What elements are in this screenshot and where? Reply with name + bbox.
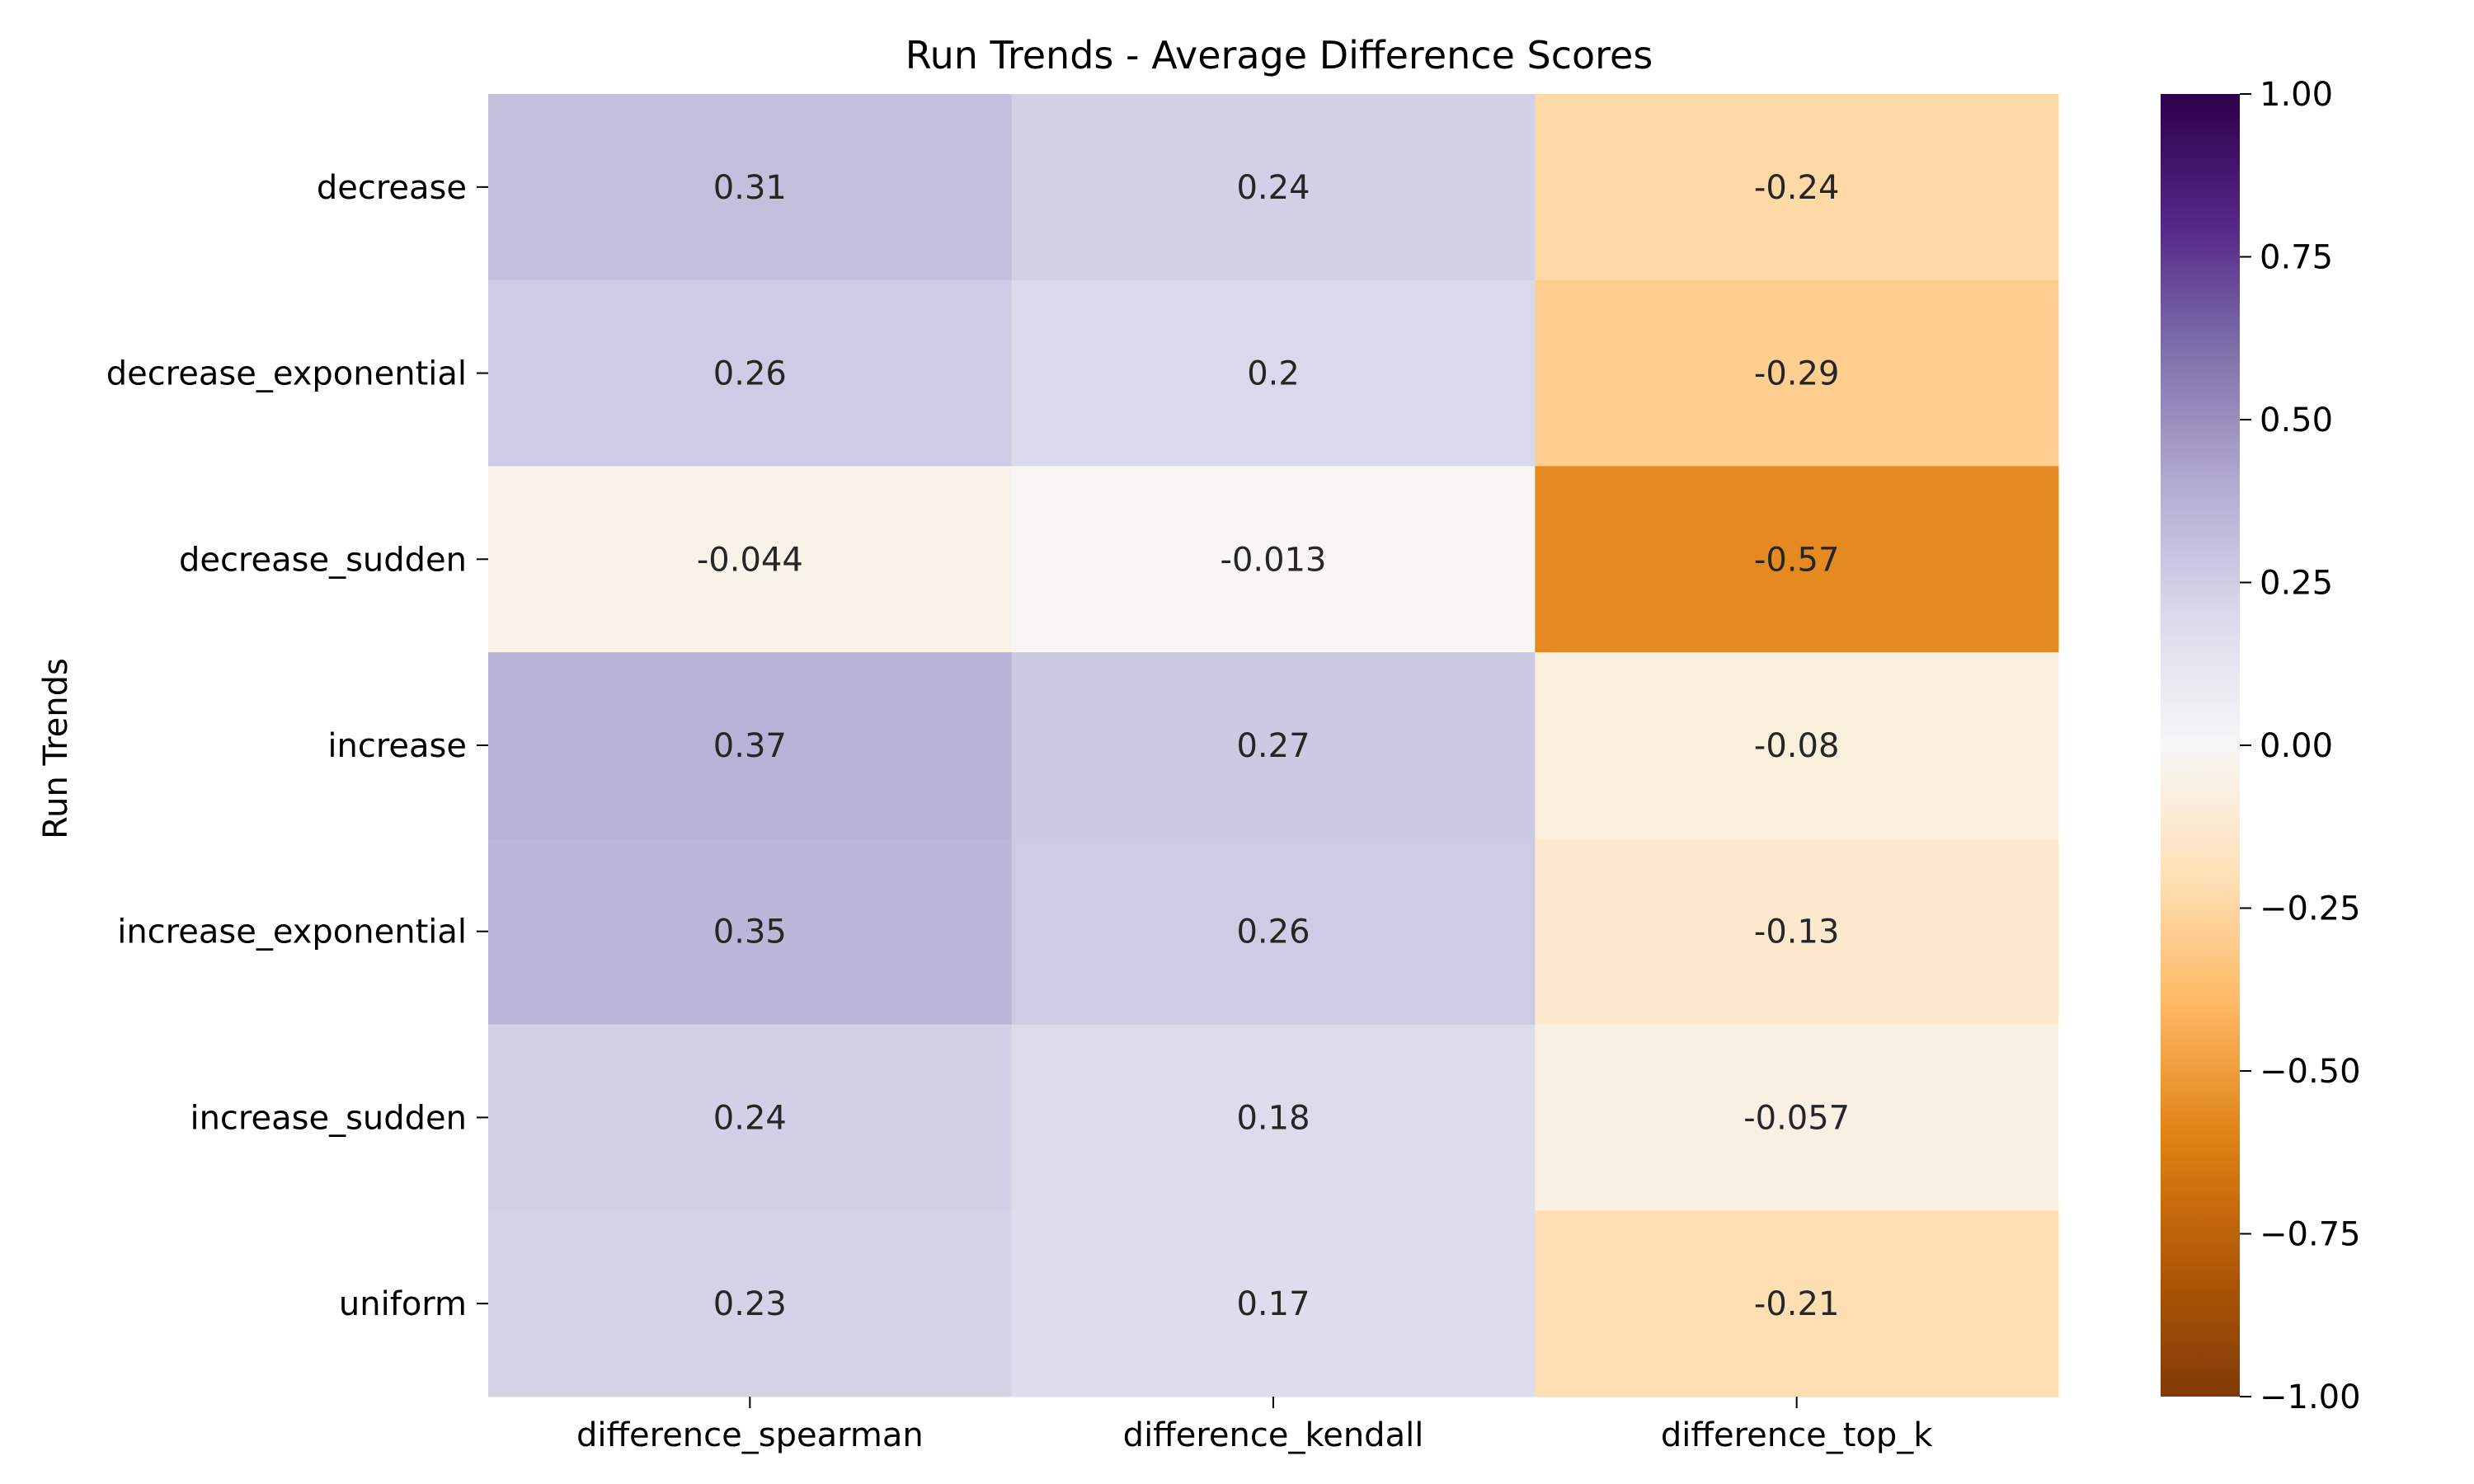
heatmap-cell [488,466,1013,653]
cell-value-label: -0.044 [697,541,803,579]
cell-value-label: -0.57 [1754,541,1840,579]
cell-value-label: 0.2 [1247,355,1300,393]
heatmap-cell [1535,1210,2059,1397]
cell-value-label: -0.24 [1754,169,1840,207]
cell-value-label: -0.13 [1754,913,1840,951]
x-tick-label: difference_spearman [576,1416,924,1454]
colorbar-tick-label: −0.50 [2260,1053,2361,1091]
y-tick-label: increase_sudden [190,1099,467,1137]
colorbar-tick-label: 0.00 [2260,727,2333,765]
y-tick-label: decrease [317,169,467,207]
cell-value-label: 0.24 [1236,169,1310,207]
cell-value-label: -0.21 [1754,1285,1840,1323]
cell-value-label: -0.057 [1743,1099,1850,1137]
y-tick-labels: decrease decrease_exponential decrease_sud… [106,169,488,1323]
heatmap-cell [1011,466,1536,653]
heatmap-cell [1011,1024,1536,1211]
cell-value-label: 0.27 [1236,727,1310,765]
heatmap-cell [1535,1024,2059,1211]
y-axis-label: Run Trends [37,658,75,839]
colorbar-tick-label: 0.25 [2260,565,2333,603]
y-tick-label: decrease_sudden [179,541,467,579]
y-tick-label: increase [327,727,467,765]
cell-value-label: 0.37 [713,727,787,765]
heatmap-cell [488,1210,1013,1397]
heatmap-cell [1011,652,1536,839]
cell-value-label: 0.24 [713,1099,787,1137]
x-tick-labels: difference_spearman difference_kendall dif… [576,1397,1933,1454]
colorbar-gradient [2161,94,2240,1397]
x-tick-label: difference_top_k [1661,1416,1933,1454]
cell-value-label: -0.013 [1221,541,1327,579]
heatmap-cell [488,94,1013,281]
colorbar-tick-label: 1.00 [2260,76,2333,114]
heatmap-cell [1535,279,2059,467]
heatmap-cell [488,279,1013,467]
cell-value-label: 0.31 [713,169,787,207]
heatmap-cell [1011,94,1536,281]
heatmap-cell [488,838,1013,1026]
heatmap-cell [1011,838,1536,1026]
cell-value-label: 0.18 [1236,1099,1310,1137]
cell-value-label: 0.35 [713,913,787,951]
heatmap-cell [1535,652,2059,839]
cell-value-label: 0.26 [1236,913,1310,951]
colorbar-tick-label: 0.75 [2260,239,2333,277]
colorbar-tick-label: −0.75 [2260,1216,2361,1254]
y-tick-label: uniform [339,1285,467,1323]
heatmap-cells: 0.31 0.24 -0.24 0.26 0.2 -0.29 -0.044 -0.013 -0.… [488,94,2059,1397]
colorbar: 1.00 0.75 0.50 0.25 0.00 −0.25 −0.50 −0.75 −1.00 [2161,76,2361,1416]
cell-value-label: -0.08 [1754,727,1840,765]
heatmap-cell [1535,838,2059,1026]
colorbar-tick-label: −1.00 [2260,1378,2361,1416]
chart-title: Run Trends - Average Difference Scores [905,33,1653,77]
cell-value-label: 0.17 [1236,1285,1310,1323]
x-tick-label: difference_kendall [1123,1416,1424,1454]
heatmap-cell [488,652,1013,839]
heatmap-cell [1535,466,2059,653]
heatmap-cell [1535,94,2059,281]
y-tick-label: decrease_exponential [106,355,467,393]
cell-value-label: 0.26 [713,355,787,393]
cell-value-label: -0.29 [1754,355,1840,393]
colorbar-tick-label: −0.25 [2260,890,2361,928]
y-tick-label: increase_exponential [117,913,467,951]
heatmap-cell [1011,279,1536,467]
heatmap-cell [1011,1210,1536,1397]
heatmap-cell [488,1024,1013,1211]
cell-value-label: 0.23 [713,1285,787,1323]
colorbar-tick-label: 0.50 [2260,402,2333,439]
